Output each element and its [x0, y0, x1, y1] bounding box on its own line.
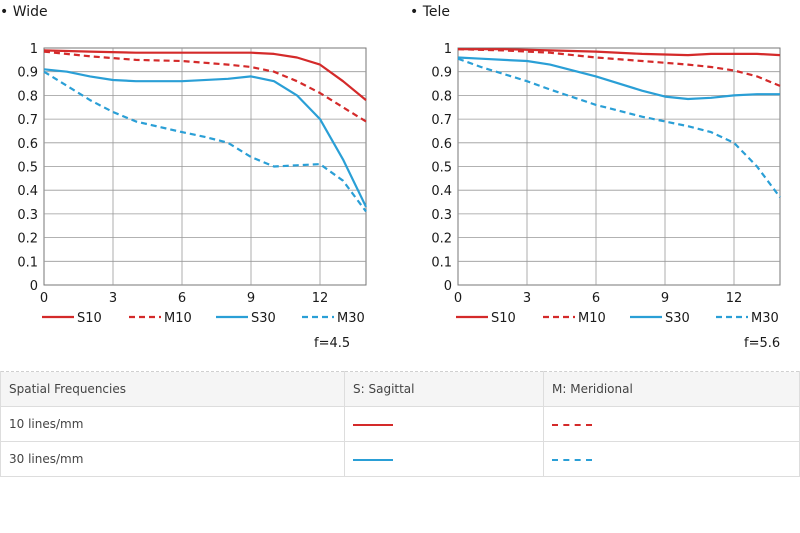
- spatial-frequency-legend-table: Spatial Frequencies S: Sagittal M: Merid…: [0, 371, 800, 477]
- header-spatial-frequencies: Spatial Frequencies: [0, 371, 345, 407]
- x-tick-label: 6: [178, 291, 186, 306]
- y-tick-label: 0.6: [431, 137, 452, 152]
- x-tick-label: 9: [247, 291, 255, 306]
- x-tick-label: 3: [109, 291, 117, 306]
- chart-title-wide: • Wide: [0, 4, 48, 20]
- y-tick-label: 0.7: [431, 113, 452, 128]
- legend-label-m10: M10: [578, 311, 606, 326]
- y-tick-label: 0.4: [431, 184, 452, 199]
- x-tick-label: 0: [454, 291, 462, 306]
- y-tick-label: 0.2: [17, 232, 38, 247]
- series-line-s30: [43, 68, 367, 208]
- meridional-30-swatch: [552, 458, 592, 461]
- x-tick-label: 3: [523, 291, 531, 306]
- chart-title-tele: • Tele: [410, 4, 450, 20]
- y-tick-label: 0.3: [431, 208, 452, 223]
- y-tick-label: 0: [444, 279, 452, 294]
- chart-tele-svg: 0 0.1 0.2 0.3 0.4 0.5 0.6 0.7 0.8 0.9 1 0 3 6 9 12 S10 M1…: [431, 42, 781, 326]
- x-tick-label: 6: [592, 291, 600, 306]
- legend-label-m30: M30: [337, 311, 365, 326]
- aperture-tele: f=5.6: [744, 336, 781, 351]
- meridional-10-swatch: [552, 423, 592, 426]
- y-tick-label: 0.9: [17, 66, 38, 81]
- y-tick-label: 0.8: [431, 89, 452, 104]
- legend-label-s30: S30: [251, 311, 276, 326]
- y-tick-label: 0.5: [17, 161, 38, 176]
- y-tick-label: 0.5: [431, 161, 452, 176]
- series-line-m30: [457, 57, 781, 198]
- x-tick-label: 12: [726, 291, 743, 306]
- table-row: 30 lines/mm: [0, 441, 800, 477]
- row-label-30: 30 lines/mm: [0, 441, 345, 477]
- legend-label-m30: M30: [751, 311, 779, 326]
- y-tick-label: 0.1: [17, 255, 38, 270]
- sagittal-30-swatch: [353, 458, 393, 461]
- aperture-wide: f=4.5: [314, 336, 351, 351]
- x-tick-label: 12: [312, 291, 329, 306]
- y-tick-label: 0.1: [431, 255, 452, 270]
- series-line-m10: [43, 50, 367, 123]
- series-line-m30: [43, 70, 367, 213]
- y-tick-label: 0.3: [17, 208, 38, 223]
- x-tick-label: 0: [40, 291, 48, 306]
- y-tick-label: 0.9: [431, 66, 452, 81]
- table-header-row: Spatial Frequencies S: Sagittal M: Merid…: [0, 371, 800, 407]
- y-tick-label: 0.4: [17, 184, 38, 199]
- header-meridional: M: Meridional: [543, 371, 800, 407]
- chart-wide-svg: 0 0.1 0.2 0.3 0.4 0.5 0.6 0.7 0.8 0.9 1 0 3 6 9 12 S10 M1…: [17, 42, 367, 326]
- y-tick-label: 0.7: [17, 113, 38, 128]
- series-line-s30: [457, 56, 780, 101]
- table-row: 10 lines/mm: [0, 406, 800, 442]
- series-line-s10: [43, 49, 367, 101]
- sagittal-10-swatch: [353, 423, 393, 426]
- header-sagittal: S: Sagittal: [344, 371, 544, 407]
- row-label-10: 10 lines/mm: [0, 406, 345, 442]
- legend-label-m10: M10: [164, 311, 192, 326]
- legend-label-s10: S10: [77, 311, 102, 326]
- series-line-s10: [458, 48, 781, 57]
- mtf-chart-wide: • Wide 0 0.1 0.2 0.3 0.4 0.5 0.6 0.7 0.8 0.9 1 0 3 6 9…: [0, 0, 400, 360]
- x-tick-label: 9: [661, 291, 669, 306]
- legend-label-s10: S10: [491, 311, 516, 326]
- legend-label-s30: S30: [665, 311, 690, 326]
- mtf-chart-tele: • Tele 0 0.1 0.2 0.3 0.4 0.5 0.6 0.7 0.8 0.9 1 0 3 6 9…: [410, 0, 800, 360]
- y-tick-label: 1: [444, 42, 452, 57]
- y-tick-label: 0: [30, 279, 38, 294]
- y-tick-label: 1: [30, 42, 38, 57]
- y-tick-label: 0.8: [17, 89, 38, 104]
- y-tick-label: 0.6: [17, 137, 38, 152]
- y-tick-label: 0.2: [431, 232, 452, 247]
